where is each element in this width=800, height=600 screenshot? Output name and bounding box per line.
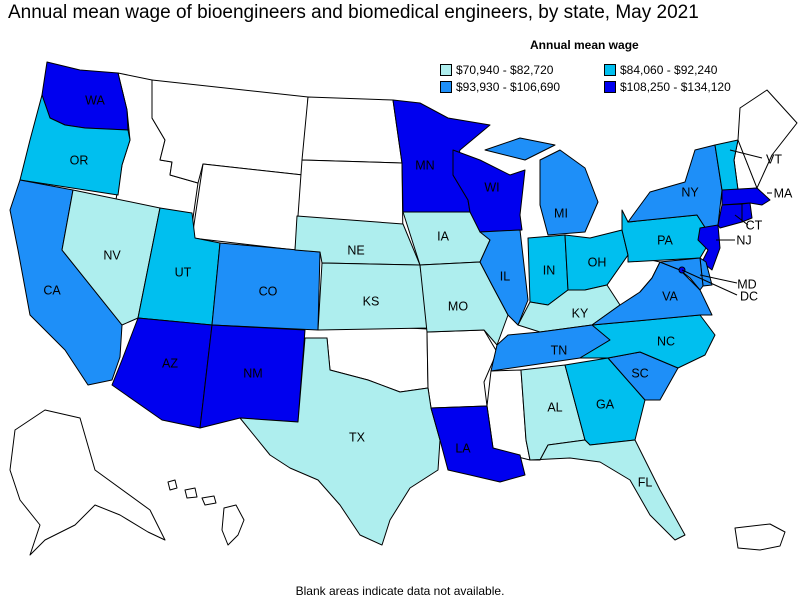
state-LA[interactable] [430, 405, 526, 483]
leader-line-ct [734, 214, 749, 226]
label-LA: LA [455, 441, 471, 455]
label-NE: NE [347, 243, 364, 257]
label-MI: MI [554, 206, 568, 220]
state-NV[interactable] [61, 189, 161, 326]
label-AZ: AZ [162, 356, 178, 370]
label-NM: NM [243, 366, 262, 380]
state-WI[interactable] [452, 149, 526, 233]
state-AK[interactable] [9, 409, 166, 556]
label-MD: MD [737, 277, 756, 291]
label-TN: TN [551, 343, 568, 357]
state-CT[interactable] [717, 203, 743, 229]
leader-line-vt [729, 149, 763, 159]
legend-title: Annual mean wage [530, 38, 639, 52]
state-TX[interactable] [239, 337, 441, 546]
map-title: Annual mean wage of bioengineers and bio… [8, 2, 699, 23]
state-OR[interactable] [19, 94, 131, 196]
label-CO: CO [259, 284, 278, 298]
label-GA: GA [596, 397, 615, 411]
legend-label-tier-1: $84,060 - $92,240 [620, 63, 718, 77]
label-NJ: NJ [736, 233, 751, 247]
label-KS: KS [363, 294, 380, 308]
state-MI[interactable] [484, 137, 599, 236]
state-RI[interactable] [741, 202, 753, 223]
label-VA: VA [662, 289, 678, 303]
label-NV: NV [103, 248, 121, 262]
label-TX: TX [349, 430, 366, 444]
legend-swatch-tier-0 [440, 64, 452, 76]
legend-item-tier-1: $84,060 - $92,240 [604, 63, 717, 77]
state-FL[interactable] [529, 439, 686, 541]
label-IL: IL [500, 269, 510, 283]
label-SC: SC [631, 366, 648, 380]
label-WA: WA [85, 93, 105, 107]
label-FL: FL [638, 475, 653, 489]
legend-item-tier-2: $93,930 - $106,690 [440, 80, 560, 94]
label-OH: OH [588, 255, 607, 269]
label-IN: IN [543, 263, 556, 277]
label-CT: CT [746, 218, 763, 232]
legend-label-tier-2: $93,930 - $106,690 [456, 80, 561, 94]
leader-line-md [699, 274, 738, 284]
state-WY[interactable] [191, 163, 304, 251]
state-labels: WA OR CA NV UT AZ CO NM NE KS TX MN IA M… [43, 93, 793, 489]
state-VT[interactable] [714, 139, 739, 191]
leader-lines [681, 149, 772, 296]
legend-item-tier-0: $70,940 - $82,720 [440, 63, 553, 77]
label-WI: WI [484, 180, 499, 194]
label-MO: MO [448, 299, 468, 313]
state-MA[interactable] [721, 187, 771, 206]
state-IL[interactable] [479, 229, 529, 326]
state-AR[interactable] [426, 329, 498, 409]
footnote: Blank areas indicate data not available. [295, 584, 505, 598]
state-PR[interactable] [734, 523, 786, 551]
label-MN: MN [415, 158, 434, 172]
state-HI[interactable] [167, 479, 245, 546]
label-UT: UT [175, 265, 192, 279]
label-NY: NY [681, 185, 699, 199]
label-NC: NC [657, 334, 675, 348]
label-AL: AL [547, 400, 562, 414]
legend-swatch-tier-3 [604, 81, 616, 93]
legend-swatch-tier-2 [440, 81, 452, 93]
label-PA: PA [657, 233, 673, 247]
label-VT: VT [766, 152, 782, 166]
legend-swatch-tier-1 [604, 64, 616, 76]
leader-line-dc [681, 269, 738, 296]
state-AZ[interactable] [111, 317, 213, 429]
legend-label-tier-0: $70,940 - $82,720 [456, 63, 554, 77]
state-ND[interactable] [301, 96, 403, 164]
label-MA: MA [774, 186, 793, 200]
label-DC: DC [740, 289, 758, 303]
label-KY: KY [572, 306, 589, 320]
label-CA: CA [43, 283, 61, 297]
legend-label-tier-3: $108,250 - $134,120 [620, 80, 731, 94]
label-IA: IA [437, 229, 449, 243]
legend-item-tier-3: $108,250 - $134,120 [604, 80, 731, 94]
label-OR: OR [70, 153, 89, 167]
